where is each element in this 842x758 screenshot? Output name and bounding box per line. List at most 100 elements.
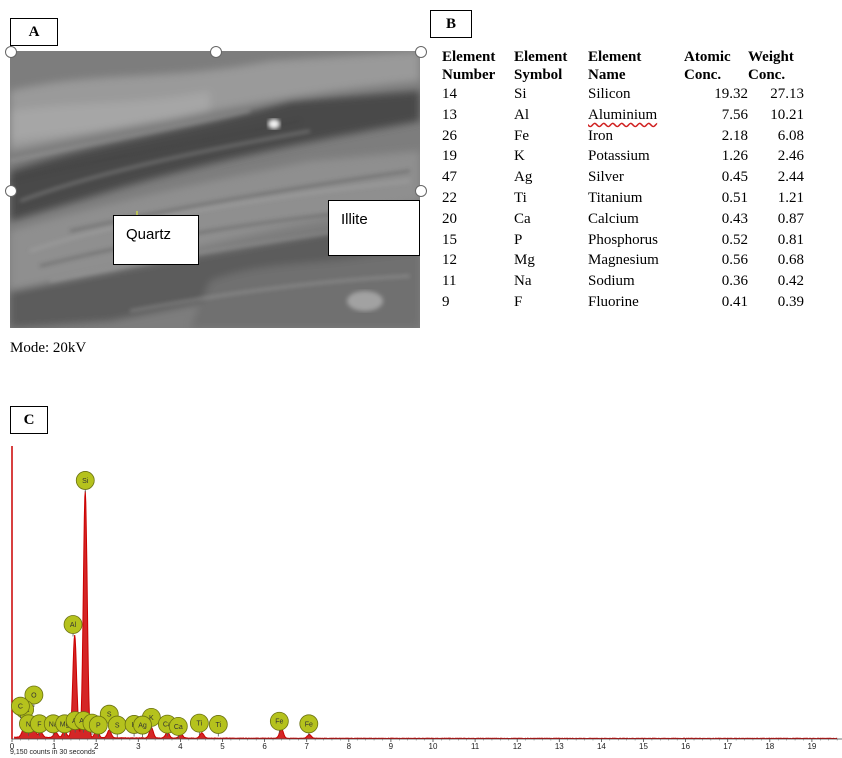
x-tick-label: 11 — [471, 742, 480, 751]
cell-atomic-conc: 0.45 — [721, 169, 748, 186]
cell-atomic-conc: 1.26 — [721, 148, 748, 165]
cell-weight-conc: 10.21 — [770, 106, 804, 123]
peak-label-bubble — [24, 685, 44, 705]
x-tick-label: 13 — [555, 742, 564, 751]
cell-name: Magnesium — [588, 252, 659, 269]
cell-number: 47 — [442, 169, 457, 186]
peak-label-text: Si — [82, 478, 89, 485]
x-tick-label: 5 — [220, 742, 225, 751]
x-tick-label: 2 — [94, 742, 99, 751]
cell-atomic-conc: 0.56 — [721, 252, 748, 269]
table-row: 11 Na Sodium 0.36 0.42 — [442, 271, 804, 292]
peak-label-text: Fe — [275, 719, 283, 726]
cell-weight-conc: 0.42 — [777, 273, 804, 290]
callout-illite-text: Illite — [341, 211, 368, 228]
table-row: 14 Si Silicon 19.32 27.13 — [442, 84, 804, 105]
table-row: 12 Mg Magnesium 0.56 0.68 — [442, 250, 804, 271]
eds-spectrum-chart: 012345678910111213141516171819SiAlOSKCaC… — [10, 446, 842, 751]
header-element-symbol: Element Symbol — [514, 49, 568, 83]
panel-label-b: B — [430, 10, 472, 38]
x-tick-label: 8 — [347, 742, 352, 751]
cell-name: Calcium — [588, 210, 639, 227]
x-tick-label: 19 — [807, 742, 816, 751]
element-table: Element Number Element Symbol Element Name … — [442, 48, 804, 313]
x-tick-label: 18 — [765, 742, 774, 751]
header-weight-conc: Weight Conc. — [748, 49, 794, 83]
cell-symbol: K — [514, 148, 525, 165]
cell-number: 12 — [442, 252, 457, 269]
table-row: 15 P Phosphorus 0.52 0.81 — [442, 230, 804, 251]
peak-label-text: Ti — [197, 721, 203, 728]
cell-symbol: Al — [514, 106, 529, 123]
peak-label-text: Na — [49, 721, 58, 728]
peak-label-text: Ag — [138, 723, 147, 730]
cell-weight-conc: 2.46 — [777, 148, 804, 165]
cell-name: Silicon — [588, 86, 631, 102]
cell-symbol: Mg — [514, 252, 535, 269]
sem-texture — [10, 51, 420, 328]
x-tick-label: 15 — [639, 742, 648, 751]
cell-weight-conc: 6.08 — [777, 127, 804, 144]
resize-handle[interactable] — [5, 185, 17, 197]
cell-number: 26 — [442, 127, 457, 144]
resize-handle[interactable] — [210, 46, 222, 58]
x-tick-label: 7 — [304, 742, 309, 751]
cell-name: Potassium — [588, 148, 650, 165]
sem-micrograph: Quartz Illite — [10, 51, 420, 328]
cell-number: 14 — [442, 86, 457, 102]
x-tick-label: 1 — [52, 742, 57, 751]
cell-number: 13 — [442, 106, 457, 123]
peak-label-text: S — [115, 723, 120, 730]
panel-label-c: C — [10, 406, 48, 434]
peak-label-text: Mg — [60, 721, 70, 728]
x-tick-label: 6 — [262, 742, 267, 751]
cell-weight-conc: 0.87 — [777, 210, 804, 227]
cell-weight-conc: 0.68 — [777, 252, 804, 269]
x-tick-label: 17 — [723, 742, 732, 751]
cell-name: Iron — [588, 127, 613, 144]
peak-label-bubble — [133, 715, 152, 735]
peak-label-text: Ca — [174, 724, 183, 731]
panel-label-a: A — [10, 18, 58, 46]
peak-label-bubble — [299, 714, 319, 734]
cell-name: Silver — [588, 169, 624, 186]
cell-weight-conc: 1.21 — [777, 189, 804, 206]
cell-name: Titanium — [588, 189, 643, 206]
cell-symbol: Ca — [514, 210, 531, 227]
cell-atomic-conc: 7.56 — [721, 106, 748, 123]
peak-label-text: Ca — [163, 722, 172, 729]
resize-handle[interactable] — [415, 46, 427, 58]
resize-handle[interactable] — [415, 185, 427, 197]
peak-label-text: N — [26, 721, 31, 728]
peak-label-bubble — [208, 715, 228, 734]
cell-symbol: Ti — [514, 189, 527, 206]
peak-label-text: K — [149, 715, 154, 722]
callout-illite: Illite — [328, 200, 420, 256]
callout-quartz: Quartz — [113, 215, 199, 265]
spectrum-line — [14, 491, 838, 740]
x-tick-label: 4 — [178, 742, 183, 751]
cell-number: 22 — [442, 189, 457, 206]
cell-atomic-conc: 0.41 — [721, 293, 748, 310]
header-atomic-conc: Atomic Conc. — [684, 49, 731, 83]
mode-caption: Mode: 20kV — [10, 340, 87, 356]
resize-handle[interactable] — [5, 46, 17, 58]
peak-label-bubble — [88, 715, 108, 735]
table-row: 19 K Potassium 1.26 2.46 — [442, 146, 804, 167]
cell-weight-conc: 0.39 — [777, 293, 804, 310]
peak-label-text: S — [107, 712, 112, 719]
header-element-name: Element Name — [588, 49, 642, 83]
spectrum-area — [14, 491, 838, 739]
cell-atomic-conc: 0.52 — [721, 231, 748, 248]
table-row: 22 Ti Titanium 0.51 1.21 — [442, 188, 804, 209]
peak-label-bubble — [11, 696, 30, 716]
cell-symbol: Ag — [514, 169, 533, 186]
cell-weight-conc: 2.44 — [777, 169, 804, 186]
table-row: 47 Ag Silver 0.45 2.44 — [442, 167, 804, 188]
cell-name: Sodium — [588, 273, 635, 290]
cell-weight-conc: 27.13 — [770, 86, 804, 102]
peak-label-text: Al — [70, 622, 77, 629]
cell-atomic-conc: 0.51 — [721, 189, 748, 206]
peak-label-text: C — [18, 704, 23, 711]
x-tick-label: 16 — [681, 742, 690, 751]
